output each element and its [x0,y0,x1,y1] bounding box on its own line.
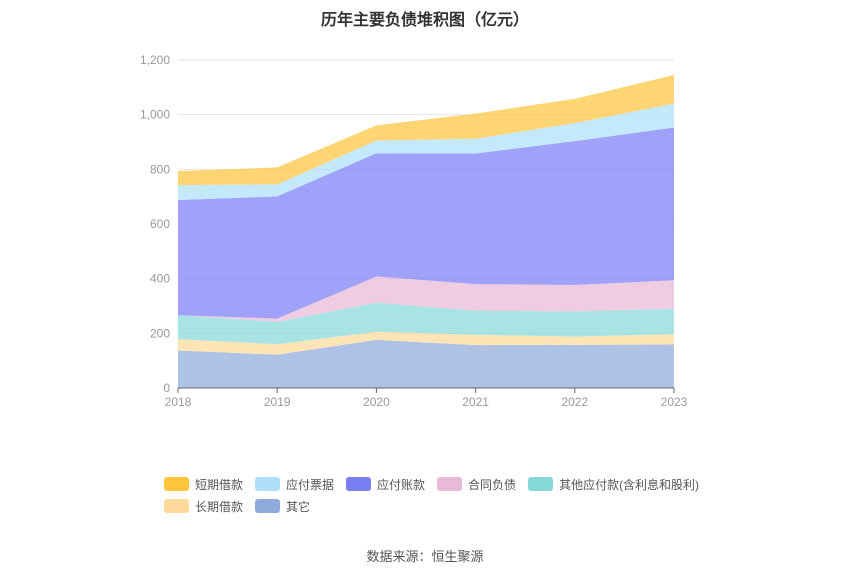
legend-item[interactable]: 应付票据 [255,476,334,493]
y-tick-label: 600 [150,217,170,231]
legend-label: 长期借款 [195,499,244,514]
chart-title: 历年主要负债堆积图（亿元） [320,12,529,29]
area-series-短期借款 [178,75,674,186]
area-series-长期借款 [178,331,674,355]
legend-swatch [255,499,281,513]
legend-row: 短期借款 应付票据 应付账款 合同负债 其他应付款(含利息和股利) [164,473,724,495]
legend-item[interactable]: 长期借款 [164,498,243,515]
legend-swatch [437,477,463,491]
x-tick-label: 2022 [561,395,588,409]
y-tick-label: 200 [150,326,170,340]
legend-label: 其它 [286,499,311,514]
legend-swatch [346,477,372,491]
legend-item[interactable]: 短期借款 [164,476,243,493]
legend-item[interactable]: 应付账款 [346,476,425,493]
legend-swatch [164,477,189,491]
legend-label: 短期借款 [195,477,244,492]
legend-item[interactable]: 合同负债 [437,476,516,493]
x-tick-label: 2023 [661,395,688,409]
area-series-其它 [178,339,674,388]
legend-label: 合同负债 [468,477,517,492]
legend: 短期借款 应付票据 应付账款 合同负债 其他应付款(含利息和股利) 长期借款 其它 [164,473,724,517]
legend-label: 其他应付款(含利息和股利) [559,477,700,492]
legend-row: 长期借款 其它 [164,495,724,517]
x-tick-label: 2018 [165,395,192,409]
data-source-note: 数据来源：恒生聚源 [366,549,484,564]
legend-item[interactable]: 其它 [255,498,310,515]
y-tick-label: 800 [150,162,170,176]
x-tick-label: 2019 [264,395,291,409]
legend-swatch [255,477,281,491]
area-series-合同负债 [178,276,674,322]
y-tick-label: 1,200 [140,53,170,67]
area-series-其他应付款(含利息和股利) [178,302,674,345]
x-tick-label: 2021 [462,395,489,409]
y-tick-label: 400 [150,272,170,286]
y-tick-label: 1,000 [140,108,170,122]
legend-item[interactable]: 其他应付款(含利息和股利) [528,476,699,493]
legend-swatch [164,499,189,513]
area-series-应付票据 [178,103,674,200]
x-tick-label: 2020 [363,395,390,409]
area-series [178,75,674,388]
y-tick-label: 0 [163,381,170,395]
legend-swatch [528,477,554,491]
axes: 0 200 400 600 800 1,000 1,200 2018 2019 2020 2021 2… [140,53,688,409]
legend-label: 应付账款 [377,477,426,492]
area-series-应付账款 [178,127,674,319]
legend-label: 应付票据 [286,477,335,492]
